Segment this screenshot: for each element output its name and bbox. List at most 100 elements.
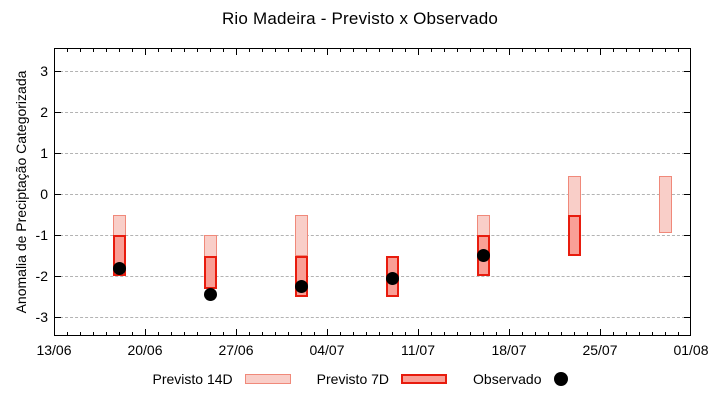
x-minor-tick-top bbox=[132, 49, 133, 52]
x-minor-tick bbox=[405, 332, 406, 335]
x-minor-tick-top bbox=[249, 49, 250, 52]
y-tick-right bbox=[684, 111, 690, 113]
x-minor-tick bbox=[158, 332, 159, 335]
x-minor-tick-top bbox=[262, 49, 263, 52]
y-tick-label: 1 bbox=[40, 144, 48, 161]
x-minor-tick bbox=[249, 332, 250, 335]
x-minor-tick bbox=[106, 332, 107, 335]
x-minor-tick bbox=[548, 332, 549, 335]
x-minor-tick-top bbox=[613, 49, 614, 52]
x-tick-label: 20/06 bbox=[127, 342, 163, 358]
y-tick-label: -2 bbox=[35, 268, 48, 285]
x-minor-tick bbox=[613, 332, 614, 335]
x-minor-tick-top bbox=[405, 49, 406, 52]
x-minor-tick bbox=[197, 332, 198, 335]
x-minor-tick-top bbox=[678, 49, 679, 52]
x-minor-tick bbox=[119, 332, 120, 335]
x-minor-tick-top bbox=[639, 49, 640, 52]
x-minor-tick bbox=[184, 332, 185, 335]
y-tick-right bbox=[684, 70, 690, 72]
x-minor-tick-top bbox=[392, 49, 393, 52]
x-minor-tick bbox=[93, 332, 94, 335]
y-tick-right bbox=[684, 152, 690, 154]
x-minor-tick-top bbox=[106, 49, 107, 52]
x-tick-label: 18/07 bbox=[491, 342, 527, 358]
x-minor-tick-top bbox=[340, 49, 341, 52]
x-tick-label: 13/06 bbox=[36, 342, 72, 358]
x-minor-tick-top bbox=[223, 49, 224, 52]
x-major-tick bbox=[418, 329, 419, 335]
x-minor-tick-top bbox=[301, 49, 302, 52]
x-minor-tick bbox=[80, 332, 81, 335]
observed-dot bbox=[203, 288, 217, 302]
y-tick-right bbox=[684, 235, 690, 237]
y-tick-left bbox=[55, 317, 61, 319]
x-major-tick-top bbox=[236, 49, 237, 55]
x-minor-tick-top bbox=[457, 49, 458, 52]
gridline-y-0 bbox=[55, 194, 690, 196]
gridline-y-3 bbox=[55, 70, 690, 72]
x-major-tick-top bbox=[327, 49, 328, 55]
x-minor-tick-top bbox=[171, 49, 172, 52]
x-minor-tick-top bbox=[574, 49, 575, 52]
legend-label-previsto-14d: Previsto 14D bbox=[152, 371, 233, 387]
x-tick-label: 04/07 bbox=[309, 342, 345, 358]
x-minor-tick-top bbox=[470, 49, 471, 52]
legend: Previsto 14D Previsto 7D Observado bbox=[0, 371, 720, 387]
y-tick-label: -1 bbox=[35, 227, 48, 244]
x-minor-tick-top bbox=[366, 49, 367, 52]
x-major-tick-top bbox=[509, 49, 510, 55]
x-minor-tick-top bbox=[522, 49, 523, 52]
gridline-y-2 bbox=[55, 111, 690, 113]
x-minor-tick-top bbox=[353, 49, 354, 52]
legend-item-observado: Observado bbox=[473, 371, 568, 387]
y-tick-label: 3 bbox=[40, 62, 48, 79]
x-tick-label: 27/06 bbox=[218, 342, 254, 358]
x-minor-tick-top bbox=[535, 49, 536, 52]
gridline-y--1 bbox=[55, 235, 690, 237]
observed-dot bbox=[112, 261, 126, 275]
forecast-7d-bar bbox=[203, 255, 217, 289]
x-tick-label: 01/08 bbox=[673, 342, 709, 358]
x-minor-tick-top bbox=[158, 49, 159, 52]
x-minor-tick-top bbox=[275, 49, 276, 52]
y-tick-label: -3 bbox=[35, 309, 48, 326]
x-minor-tick-top bbox=[483, 49, 484, 52]
x-major-tick-top bbox=[418, 49, 419, 55]
x-minor-tick bbox=[67, 332, 68, 335]
x-minor-tick bbox=[353, 332, 354, 335]
y-tick-left bbox=[55, 152, 61, 154]
legend-item-previsto-14d: Previsto 14D bbox=[153, 371, 291, 387]
x-minor-tick-top bbox=[496, 49, 497, 52]
x-minor-tick bbox=[132, 332, 133, 335]
x-minor-tick-top bbox=[626, 49, 627, 52]
chart-title: Rio Madeira - Previsto x Observado bbox=[221, 9, 499, 28]
x-minor-tick bbox=[483, 332, 484, 335]
x-minor-tick-top bbox=[80, 49, 81, 52]
x-tick-label: 25/07 bbox=[582, 342, 618, 358]
y-tick-left bbox=[55, 194, 61, 196]
x-major-tick bbox=[509, 329, 510, 335]
x-minor-tick bbox=[496, 332, 497, 335]
x-minor-tick-top bbox=[93, 49, 94, 52]
x-major-tick bbox=[327, 329, 328, 335]
y-tick-label: 2 bbox=[40, 103, 48, 120]
x-tick-label: 11/07 bbox=[401, 342, 435, 358]
x-minor-tick-top bbox=[561, 49, 562, 52]
x-minor-tick bbox=[223, 332, 224, 335]
x-minor-tick-top bbox=[379, 49, 380, 52]
y-tick-right bbox=[684, 276, 690, 278]
x-minor-tick bbox=[288, 332, 289, 335]
x-major-tick-top bbox=[145, 49, 146, 55]
x-minor-tick bbox=[457, 332, 458, 335]
gridline-y--3 bbox=[55, 317, 690, 319]
legend-item-previsto-7d: Previsto 7D bbox=[317, 371, 448, 387]
observed-dot bbox=[385, 271, 399, 285]
x-minor-tick bbox=[171, 332, 172, 335]
x-major-tick bbox=[236, 329, 237, 335]
legend-swatch-observado-dot bbox=[553, 372, 568, 386]
x-minor-tick bbox=[574, 332, 575, 335]
x-minor-tick bbox=[665, 332, 666, 335]
x-minor-tick-top bbox=[288, 49, 289, 52]
